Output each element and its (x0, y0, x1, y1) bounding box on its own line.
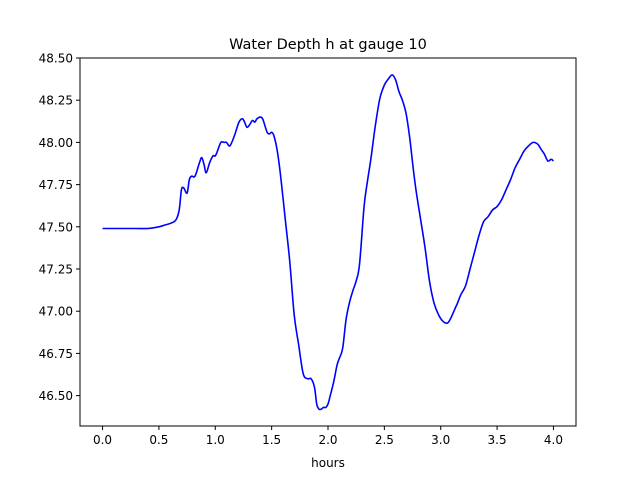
x-tick-label: 0.0 (93, 433, 112, 447)
plot-area (80, 58, 576, 426)
y-tick-label: 47.50 (39, 220, 73, 234)
x-tick-label: 0.5 (149, 433, 168, 447)
x-tick-label: 3.5 (488, 433, 507, 447)
y-tick-label: 47.00 (39, 305, 73, 319)
axes-frame (79, 57, 577, 427)
y-tick-label: 46.75 (39, 347, 73, 361)
y-tick-label: 48.25 (39, 94, 73, 108)
x-tick-label: 1.5 (262, 433, 281, 447)
plot-background (80, 58, 576, 426)
x-tick-label: 3.0 (431, 433, 450, 447)
axis-ticks: 0.0 0.5 1.0 1.5 2.0 2.5 3.0 3.5 4.0 46.50 46.75 47.… (39, 52, 563, 448)
x-axis-label: hours (311, 456, 345, 470)
x-tick-label: 1.0 (206, 433, 225, 447)
chart-title: Water Depth h at gauge 10 (229, 37, 427, 53)
y-tick-label: 48.00 (39, 136, 73, 150)
y-tick-label: 47.25 (39, 263, 73, 277)
x-tick-label: 2.5 (375, 433, 394, 447)
y-tick-label: 48.50 (39, 52, 73, 66)
series-layer (102, 74, 554, 411)
x-tick-label: 4.0 (544, 433, 563, 447)
y-tick-label: 46.50 (39, 389, 73, 403)
series-line (102, 74, 554, 411)
x-tick-label: 2.0 (318, 433, 337, 447)
y-tick-label: 47.75 (39, 178, 73, 192)
